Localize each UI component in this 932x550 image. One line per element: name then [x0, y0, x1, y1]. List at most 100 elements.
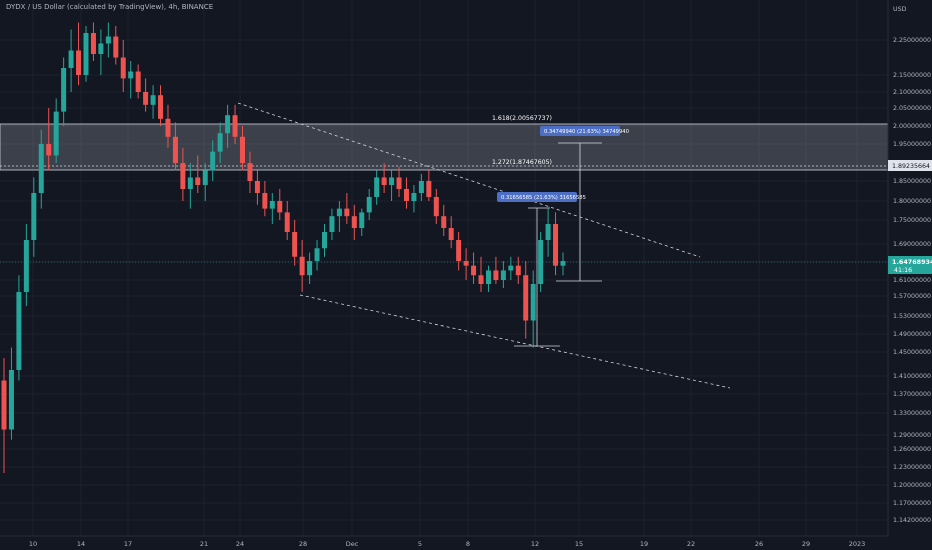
time-tick-label: 28 — [299, 540, 307, 548]
candle-body[interactable] — [321, 232, 327, 249]
candle-body[interactable] — [485, 270, 491, 284]
candle-body[interactable] — [448, 228, 454, 240]
candle-body[interactable] — [374, 177, 380, 197]
candle-body[interactable] — [336, 208, 342, 217]
candle-body[interactable] — [150, 95, 156, 105]
fib-extension-zone[interactable] — [0, 123, 889, 171]
candle-body[interactable] — [523, 275, 529, 321]
candle-body[interactable] — [61, 68, 67, 112]
candle-body[interactable] — [202, 170, 208, 185]
time-tick-label: 17 — [124, 540, 132, 548]
candle-body[interactable] — [135, 71, 141, 93]
candle-body[interactable] — [560, 261, 566, 266]
candle-body[interactable] — [441, 216, 447, 228]
current-price-tag — [888, 256, 932, 274]
candle-body[interactable] — [500, 270, 506, 280]
candle-body[interactable] — [158, 95, 164, 119]
candle-body[interactable] — [31, 193, 37, 240]
measure-swing-tag[interactable] — [497, 192, 577, 202]
candle-body[interactable] — [545, 224, 551, 240]
candle-body[interactable] — [411, 193, 417, 201]
candle-body[interactable] — [329, 216, 335, 232]
candle-body[interactable] — [299, 256, 305, 276]
candle-body[interactable] — [83, 33, 89, 75]
candle-body[interactable] — [284, 212, 290, 232]
candle-body[interactable] — [262, 193, 268, 209]
candle-body[interactable] — [46, 144, 52, 156]
candle-body[interactable] — [120, 57, 126, 79]
candle-body[interactable] — [8, 370, 14, 430]
candle-body[interactable] — [180, 163, 186, 189]
candle-body[interactable] — [515, 265, 521, 276]
candle-body[interactable] — [113, 36, 119, 58]
candle-body[interactable] — [433, 197, 439, 217]
candle-body[interactable] — [105, 36, 111, 44]
candle-body[interactable] — [389, 177, 395, 185]
candle-body[interactable] — [396, 177, 402, 189]
candle-body[interactable] — [23, 240, 29, 292]
candle-body[interactable] — [240, 136, 246, 164]
candle-body[interactable] — [292, 232, 298, 257]
current-price-text: 1.64768934 — [892, 258, 932, 266]
candle-body[interactable] — [53, 111, 59, 156]
candle-body[interactable] — [76, 50, 82, 76]
candle-body[interactable] — [314, 248, 320, 262]
candle-body[interactable] — [493, 270, 499, 280]
candle-body[interactable] — [195, 177, 201, 185]
candle-body[interactable] — [16, 292, 22, 370]
time-tick-label: 2023 — [849, 540, 866, 548]
candle-body[interactable] — [538, 240, 544, 284]
candle-body[interactable] — [172, 136, 178, 164]
candle-body[interactable] — [225, 115, 231, 134]
measure-swing-text: 0.31656585 (21.63%) 31656585 — [501, 195, 586, 201]
candle-body[interactable] — [456, 240, 462, 262]
candle-body[interactable] — [366, 197, 372, 213]
price-tick-label: 1.57000000 — [893, 293, 931, 300]
candle-body[interactable] — [478, 275, 484, 284]
candle-body[interactable] — [165, 118, 171, 137]
candle-body[interactable] — [210, 151, 216, 171]
candle-body[interactable] — [1, 380, 7, 430]
candle-body[interactable] — [98, 43, 104, 55]
measure-up-tag[interactable] — [540, 126, 620, 136]
time-tick-label: 22 — [687, 540, 695, 548]
candle-body[interactable] — [128, 71, 134, 79]
candle-body[interactable] — [553, 224, 559, 266]
price-tick-label: 1.17000000 — [893, 500, 931, 507]
candle-body[interactable] — [277, 201, 283, 213]
candle-body[interactable] — [463, 261, 469, 266]
candle-body[interactable] — [247, 163, 253, 181]
candle-body[interactable] — [254, 181, 260, 193]
candle-body[interactable] — [418, 181, 424, 193]
candle-body[interactable] — [143, 92, 149, 105]
candle-body[interactable] — [381, 177, 387, 185]
time-tick-label: 10 — [29, 540, 37, 548]
fib-1272-label: 1.272(1.87467605) — [492, 159, 552, 166]
currency-label: USD — [893, 6, 907, 13]
candle-body[interactable] — [38, 144, 44, 193]
candle-body[interactable] — [90, 33, 96, 54]
price-tick-label: 1.69000000 — [893, 241, 931, 248]
price-tick-label: 2.10000000 — [893, 89, 931, 96]
candle-body[interactable] — [359, 212, 365, 228]
price-tick-label: 1.20000000 — [893, 482, 931, 489]
candle-body[interactable] — [351, 216, 357, 228]
candle-body[interactable] — [508, 265, 514, 271]
candle-body[interactable] — [68, 50, 74, 69]
candle-body[interactable] — [307, 261, 313, 276]
price-tick-label: 1.80000000 — [893, 198, 931, 205]
candle-body[interactable] — [269, 201, 275, 209]
candle-body[interactable] — [403, 189, 409, 201]
candle-body[interactable] — [187, 177, 193, 189]
candle-body[interactable] — [232, 115, 238, 137]
candle-body[interactable] — [530, 284, 536, 321]
time-axis[interactable]: 10 14 17 21 24 28 Dec 5 8 12 15 19 22 26 29 2023 — [29, 540, 865, 548]
lower-trendline[interactable] — [299, 294, 731, 389]
price-axis[interactable]: 2.25000000 2.15000000 2.10000000 2.05000000… — [893, 37, 931, 524]
candle-body[interactable] — [426, 181, 432, 197]
chart-title: DYDX / US Dollar (calculated by TradingV… — [6, 3, 214, 11]
candle-body[interactable] — [471, 265, 477, 276]
candle-body[interactable] — [344, 208, 350, 217]
candle-body[interactable] — [217, 133, 223, 152]
